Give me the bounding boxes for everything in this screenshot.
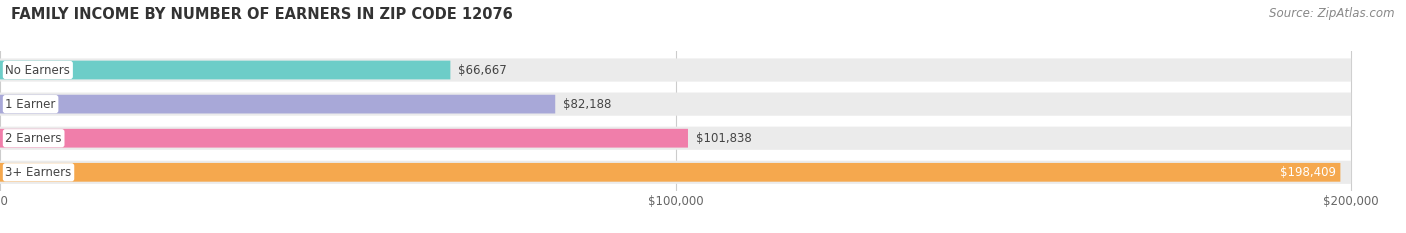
- FancyBboxPatch shape: [0, 93, 1351, 116]
- Text: $101,838: $101,838: [696, 132, 752, 145]
- Text: Source: ZipAtlas.com: Source: ZipAtlas.com: [1270, 7, 1395, 20]
- Text: $82,188: $82,188: [564, 98, 612, 111]
- Text: 2 Earners: 2 Earners: [6, 132, 62, 145]
- FancyBboxPatch shape: [0, 161, 1351, 184]
- Text: No Earners: No Earners: [6, 64, 70, 76]
- FancyBboxPatch shape: [0, 163, 1340, 182]
- Text: FAMILY INCOME BY NUMBER OF EARNERS IN ZIP CODE 12076: FAMILY INCOME BY NUMBER OF EARNERS IN ZI…: [11, 7, 513, 22]
- Text: 1 Earner: 1 Earner: [6, 98, 56, 111]
- FancyBboxPatch shape: [0, 95, 555, 113]
- FancyBboxPatch shape: [0, 127, 1351, 150]
- Text: $66,667: $66,667: [458, 64, 508, 76]
- FancyBboxPatch shape: [0, 129, 688, 147]
- FancyBboxPatch shape: [0, 58, 1351, 82]
- FancyBboxPatch shape: [0, 61, 450, 79]
- Text: $198,409: $198,409: [1281, 166, 1336, 179]
- Text: 3+ Earners: 3+ Earners: [6, 166, 72, 179]
